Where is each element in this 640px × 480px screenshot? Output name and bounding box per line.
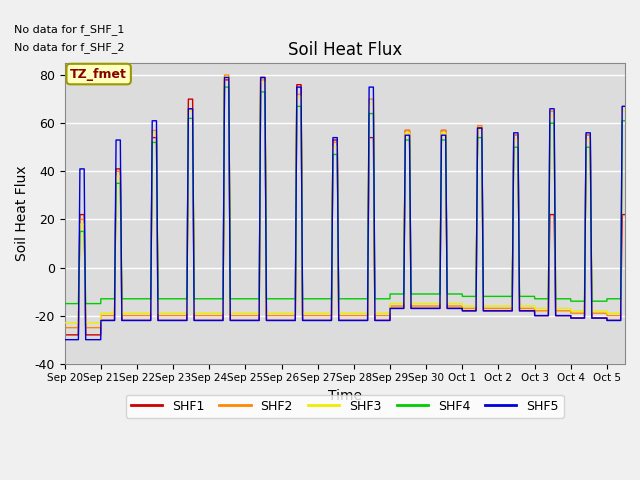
X-axis label: Time: Time [328,389,362,403]
Text: TZ_fmet: TZ_fmet [70,68,127,81]
Title: Soil Heat Flux: Soil Heat Flux [288,41,402,59]
Y-axis label: Soil Heat Flux: Soil Heat Flux [15,166,29,261]
Text: No data for f_SHF_2: No data for f_SHF_2 [14,42,125,53]
Text: No data for f_SHF_1: No data for f_SHF_1 [14,24,125,35]
Legend: SHF1, SHF2, SHF3, SHF4, SHF5: SHF1, SHF2, SHF3, SHF4, SHF5 [125,395,564,418]
